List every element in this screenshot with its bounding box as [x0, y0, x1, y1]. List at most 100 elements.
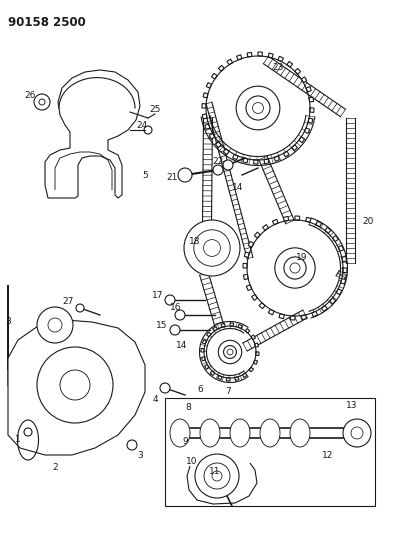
- Polygon shape: [306, 217, 311, 222]
- Polygon shape: [233, 155, 238, 160]
- Polygon shape: [237, 55, 242, 60]
- Circle shape: [253, 102, 263, 114]
- Text: 12: 12: [322, 450, 334, 459]
- Circle shape: [178, 168, 192, 182]
- Polygon shape: [268, 309, 274, 315]
- Circle shape: [343, 419, 371, 447]
- Ellipse shape: [200, 419, 220, 447]
- Polygon shape: [221, 324, 225, 327]
- Polygon shape: [255, 343, 259, 347]
- Circle shape: [236, 86, 280, 130]
- Ellipse shape: [260, 419, 280, 447]
- Polygon shape: [205, 365, 209, 369]
- Circle shape: [204, 463, 230, 489]
- Polygon shape: [226, 378, 230, 381]
- Text: 18: 18: [189, 238, 201, 246]
- Polygon shape: [263, 224, 268, 230]
- Text: 26: 26: [24, 91, 36, 100]
- Circle shape: [212, 471, 222, 481]
- Polygon shape: [342, 256, 347, 262]
- Polygon shape: [238, 325, 242, 328]
- Polygon shape: [8, 290, 142, 450]
- Polygon shape: [259, 303, 265, 309]
- Circle shape: [175, 310, 185, 320]
- Ellipse shape: [290, 419, 310, 447]
- Polygon shape: [243, 263, 247, 268]
- Text: 4: 4: [152, 395, 158, 405]
- Text: 14: 14: [176, 341, 188, 350]
- Polygon shape: [268, 53, 273, 58]
- Polygon shape: [230, 323, 233, 326]
- Circle shape: [351, 427, 363, 439]
- Circle shape: [194, 230, 230, 266]
- Polygon shape: [312, 311, 318, 317]
- Circle shape: [246, 96, 270, 120]
- Polygon shape: [253, 360, 257, 365]
- Polygon shape: [243, 158, 248, 163]
- Polygon shape: [247, 52, 252, 57]
- Polygon shape: [343, 268, 347, 273]
- Polygon shape: [256, 352, 259, 356]
- Text: 9: 9: [182, 438, 188, 447]
- Circle shape: [227, 349, 233, 355]
- Circle shape: [160, 383, 170, 393]
- Text: 25: 25: [149, 106, 161, 115]
- Polygon shape: [253, 160, 258, 164]
- Circle shape: [290, 263, 300, 273]
- Text: 2: 2: [52, 464, 58, 472]
- Polygon shape: [215, 142, 221, 148]
- Text: 16: 16: [170, 303, 182, 312]
- Polygon shape: [248, 241, 254, 247]
- Polygon shape: [272, 219, 278, 225]
- Circle shape: [37, 347, 113, 423]
- Polygon shape: [242, 373, 247, 377]
- Ellipse shape: [230, 419, 250, 447]
- Polygon shape: [283, 151, 289, 157]
- Polygon shape: [292, 145, 298, 151]
- Polygon shape: [235, 377, 239, 381]
- Circle shape: [195, 454, 239, 498]
- Polygon shape: [205, 124, 210, 130]
- Polygon shape: [306, 86, 311, 92]
- Text: 1: 1: [15, 435, 21, 445]
- Polygon shape: [202, 357, 205, 361]
- Polygon shape: [295, 216, 299, 220]
- Text: 21: 21: [166, 174, 178, 182]
- Polygon shape: [246, 285, 252, 290]
- Circle shape: [184, 220, 240, 276]
- Text: 90158 2500: 90158 2500: [8, 16, 86, 29]
- Polygon shape: [283, 216, 288, 221]
- Polygon shape: [290, 316, 295, 320]
- Circle shape: [170, 325, 180, 335]
- Text: 6: 6: [197, 385, 203, 394]
- Text: 13: 13: [346, 400, 358, 409]
- Polygon shape: [287, 61, 293, 67]
- Polygon shape: [202, 114, 207, 119]
- Circle shape: [24, 428, 32, 436]
- Polygon shape: [341, 279, 346, 284]
- Polygon shape: [316, 221, 322, 227]
- Text: 24: 24: [136, 120, 148, 130]
- Text: 10: 10: [186, 457, 198, 466]
- Circle shape: [48, 318, 62, 332]
- Polygon shape: [251, 335, 255, 340]
- Polygon shape: [211, 74, 217, 79]
- Circle shape: [76, 304, 84, 312]
- Polygon shape: [301, 315, 307, 319]
- Polygon shape: [299, 137, 305, 143]
- Text: 7: 7: [225, 387, 231, 397]
- Polygon shape: [202, 340, 206, 344]
- Polygon shape: [244, 274, 248, 280]
- Text: 5: 5: [142, 171, 148, 180]
- Ellipse shape: [170, 419, 190, 447]
- Polygon shape: [264, 159, 269, 164]
- Circle shape: [127, 440, 137, 450]
- Polygon shape: [278, 56, 283, 62]
- Polygon shape: [338, 245, 344, 251]
- Polygon shape: [309, 97, 314, 102]
- Polygon shape: [218, 376, 222, 379]
- Polygon shape: [336, 289, 342, 295]
- Text: 27: 27: [62, 297, 74, 306]
- Polygon shape: [209, 133, 215, 139]
- Circle shape: [218, 340, 242, 364]
